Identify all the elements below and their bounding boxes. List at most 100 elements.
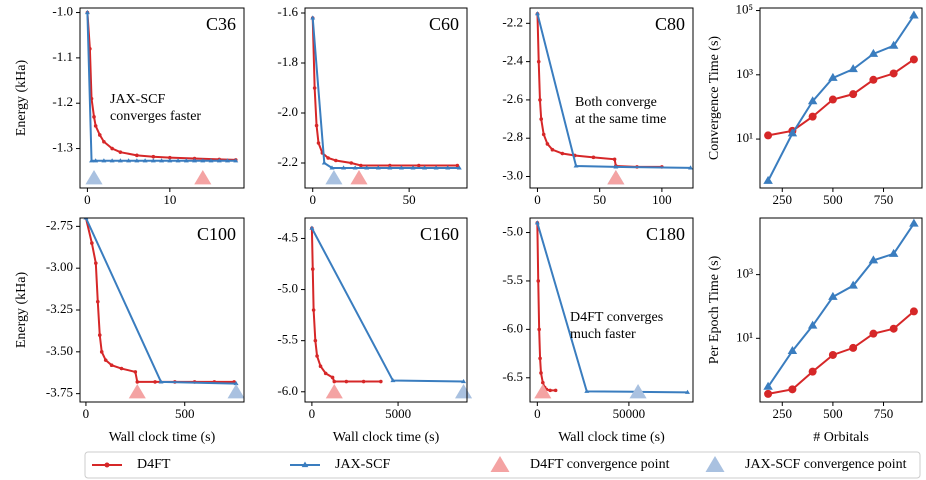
marker — [183, 158, 189, 163]
marker — [225, 158, 230, 163]
marker — [99, 350, 104, 354]
x-tick-label: 0 — [83, 406, 90, 421]
series-line — [86, 12, 236, 162]
marker — [344, 379, 349, 384]
x-tick-label: 500 — [823, 192, 843, 207]
marker — [584, 388, 590, 393]
marker — [808, 367, 817, 376]
x-tick-label: 5000 — [385, 406, 411, 421]
marker — [93, 124, 98, 128]
x-tick-label: 50 — [403, 192, 416, 207]
marker — [541, 132, 546, 137]
panel-title: C180 — [646, 224, 685, 244]
marker — [310, 267, 315, 271]
x-tick-label: 50 — [593, 192, 606, 207]
marker — [398, 165, 404, 170]
y-tick-label: -1.3 — [52, 140, 73, 155]
y-tick-label: -3.50 — [46, 343, 73, 358]
panel-title: C160 — [420, 224, 459, 244]
annotation: JAX-SCF — [110, 92, 165, 107]
marker — [433, 165, 439, 170]
marker — [118, 150, 123, 154]
series-line — [767, 223, 915, 388]
y-tick-label: -5.0 — [502, 224, 523, 239]
y-tick-label: 10⁵ — [735, 2, 753, 17]
y-tick-label: -3.0 — [502, 167, 523, 182]
marker — [167, 158, 173, 163]
marker — [787, 128, 798, 137]
y-tick-label: -1.2 — [52, 94, 73, 109]
legend-marker — [301, 461, 309, 468]
marker — [390, 377, 396, 383]
marker — [332, 379, 337, 384]
marker — [101, 158, 107, 163]
y-tick-label: -1.6 — [277, 4, 298, 19]
marker — [455, 163, 460, 168]
marker — [313, 338, 318, 343]
y-tick-label: -2.0 — [277, 104, 298, 119]
marker — [119, 366, 124, 371]
series-line — [536, 222, 688, 394]
marker — [788, 385, 797, 394]
series-line — [311, 227, 464, 383]
x-tick-label: 50000 — [613, 406, 646, 421]
y-tick-label: -2.75 — [46, 217, 73, 232]
marker — [445, 165, 451, 170]
marker — [888, 40, 899, 49]
y-tick-label: -3.00 — [46, 259, 73, 274]
marker — [309, 225, 315, 230]
marker — [536, 59, 541, 64]
panel-title: C100 — [197, 224, 236, 244]
x-axis-label: Wall clock time (s) — [109, 430, 216, 445]
axes-frame — [759, 217, 923, 403]
marker — [456, 165, 462, 170]
marker — [573, 163, 579, 168]
marker — [84, 9, 90, 15]
marker — [134, 158, 140, 163]
marker — [349, 161, 354, 165]
plot-area — [763, 10, 919, 184]
series-line — [536, 13, 691, 169]
series-line — [86, 12, 236, 161]
marker — [364, 165, 370, 170]
marker — [102, 139, 106, 144]
marker — [869, 75, 878, 84]
y-tick-label: 10¹ — [736, 329, 753, 344]
x-axis-label: Wall clock time (s) — [333, 430, 440, 445]
legend-label: JAX-SCF convergence point — [745, 457, 907, 472]
axes-frame — [529, 217, 694, 403]
marker — [848, 64, 858, 73]
marker — [233, 381, 239, 386]
y-tick-label: -2.2 — [502, 14, 523, 29]
convergence-point — [534, 384, 552, 399]
convergence-point — [629, 384, 647, 399]
x-tick-label: 10 — [163, 192, 176, 207]
marker — [868, 255, 879, 264]
x-tick-label: 750 — [874, 192, 894, 207]
marker — [548, 388, 552, 393]
marker — [808, 112, 817, 121]
annotation: converges faster — [110, 109, 201, 124]
marker — [153, 380, 157, 384]
marker — [539, 117, 543, 121]
marker — [341, 165, 347, 170]
marker — [375, 165, 381, 170]
marker — [159, 158, 165, 163]
marker — [315, 354, 319, 358]
axes-frame — [79, 7, 245, 189]
marker — [103, 358, 108, 362]
marker — [848, 280, 858, 289]
marker — [888, 248, 899, 257]
y-axis-label: Energy (kHa) — [14, 272, 29, 349]
marker — [359, 163, 363, 168]
marker — [379, 379, 383, 384]
x-tick-label: 0 — [534, 192, 541, 207]
legend-label: D4FT convergence point — [530, 457, 670, 472]
x-tick-label: 750 — [874, 406, 894, 421]
marker — [168, 155, 172, 160]
y-tick-label: -2.6 — [502, 91, 523, 106]
marker — [909, 10, 919, 19]
marker — [849, 343, 858, 352]
marker — [688, 165, 693, 170]
marker — [334, 158, 338, 163]
